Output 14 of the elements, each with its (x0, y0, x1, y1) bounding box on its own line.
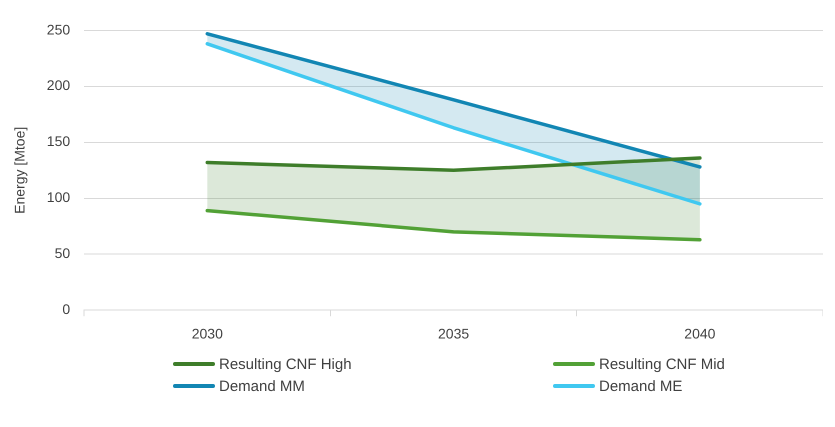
legend-label: Demand ME (599, 378, 682, 394)
x-tick-label: 2030 (192, 325, 224, 342)
y-tick-label: 100 (46, 189, 70, 206)
y-axis-title: Energy [Mtoe] (11, 126, 28, 214)
y-tick-label: 0 (62, 301, 70, 318)
y-tick-label: 200 (46, 77, 70, 94)
y-tick-label: 150 (46, 133, 70, 150)
legend-label: Resulting CNF High (219, 356, 352, 372)
y-tick-label: 50 (54, 245, 70, 262)
legend-label: Demand MM (219, 378, 305, 394)
x-tick-label: 2035 (438, 325, 470, 342)
x-tick-label: 2040 (684, 325, 716, 342)
y-tick-label: 250 (46, 21, 70, 38)
legend-label: Resulting CNF Mid (599, 356, 725, 372)
